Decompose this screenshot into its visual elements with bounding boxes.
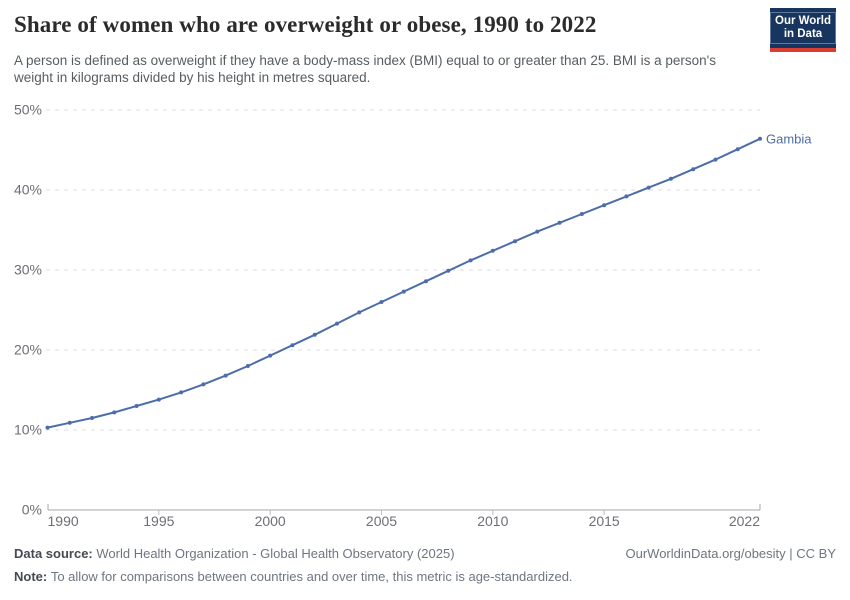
data-point-2004[interactable] <box>357 310 362 315</box>
owid-logo-line2: in Data <box>783 28 823 40</box>
data-point-1995[interactable] <box>156 397 161 402</box>
data-point-2011[interactable] <box>513 239 518 244</box>
data-point-2018[interactable] <box>668 176 673 181</box>
footer-note: Note: To allow for comparisons between c… <box>14 569 573 584</box>
data-point-2020[interactable] <box>713 157 718 162</box>
data-point-2009[interactable] <box>468 258 473 263</box>
x-axis-label-1990: 1990 <box>48 513 79 529</box>
data-point-2015[interactable] <box>602 203 607 208</box>
data-source-label: Data source: <box>14 546 93 561</box>
data-point-2019[interactable] <box>691 167 696 172</box>
note-label: Note: <box>14 569 48 584</box>
x-axis-label-2000: 2000 <box>255 513 286 529</box>
data-point-2002[interactable] <box>312 332 317 337</box>
data-point-1997[interactable] <box>201 382 206 387</box>
data-point-2014[interactable] <box>579 212 584 216</box>
data-point-2001[interactable] <box>290 343 295 348</box>
data-point-1991[interactable] <box>67 420 72 425</box>
x-axis-label-1995: 1995 <box>143 513 174 529</box>
footer-credit-link[interactable]: OurWorldinData.org/obesity | CC BY <box>625 546 837 561</box>
data-point-1999[interactable] <box>245 364 250 368</box>
chart-subtitle: A person is defined as overweight if the… <box>14 53 716 85</box>
note-text: To allow for comparisons between countri… <box>50 569 573 584</box>
data-point-1993[interactable] <box>112 410 117 415</box>
data-point-2013[interactable] <box>557 220 562 225</box>
data-point-1994[interactable] <box>134 404 139 408</box>
owid-logo-line1: Our World <box>775 15 832 27</box>
data-point-2016[interactable] <box>624 194 629 199</box>
data-point-2005[interactable] <box>379 300 384 304</box>
x-axis-label-2015: 2015 <box>589 513 620 529</box>
footer-data-source: Data source: World Health Organization -… <box>14 546 455 561</box>
data-point-2021[interactable] <box>735 147 740 152</box>
data-point-1992[interactable] <box>90 416 95 420</box>
chart-title: Share of women who are overweight or obe… <box>14 12 597 37</box>
series-label-gambia[interactable]: Gambia <box>766 131 812 146</box>
data-point-2017[interactable] <box>646 185 651 190</box>
y-axis-label-30: 30% <box>14 262 42 278</box>
owid-logo[interactable]: Our World in Data <box>770 8 837 52</box>
data-point-2012[interactable] <box>535 229 540 234</box>
data-point-1996[interactable] <box>179 390 184 395</box>
y-axis-label-0: 0% <box>22 502 42 518</box>
data-point-2010[interactable] <box>490 248 495 253</box>
owid-logo-text: Our World in Data <box>770 12 837 44</box>
data-point-1998[interactable] <box>223 373 228 378</box>
line-chart-canvas: 0% 10% 20% 30% 40% 50% 1990 1995 2000 2005 2010 201… <box>14 102 812 530</box>
series-line-gambia[interactable] <box>46 137 761 429</box>
y-axis-label-20: 20% <box>14 342 42 358</box>
y-axis-label-40: 40% <box>14 182 42 198</box>
x-axis-label-2010: 2010 <box>477 513 508 529</box>
x-axis-label-2005: 2005 <box>366 513 397 529</box>
x-axis-label-2022: 2022 <box>729 513 760 529</box>
data-point-2006[interactable] <box>401 289 406 294</box>
data-point-2000[interactable] <box>268 353 273 358</box>
data-point-1990[interactable] <box>45 425 50 430</box>
data-point-2007[interactable] <box>424 279 429 284</box>
data-point-2008[interactable] <box>446 268 451 273</box>
data-point-2003[interactable] <box>334 321 339 326</box>
y-axis-label-10: 10% <box>14 422 42 438</box>
data-source-text: World Health Organization - Global Healt… <box>96 546 455 561</box>
data-point-2022[interactable] <box>758 136 762 141</box>
y-axis-label-50: 50% <box>14 102 42 118</box>
